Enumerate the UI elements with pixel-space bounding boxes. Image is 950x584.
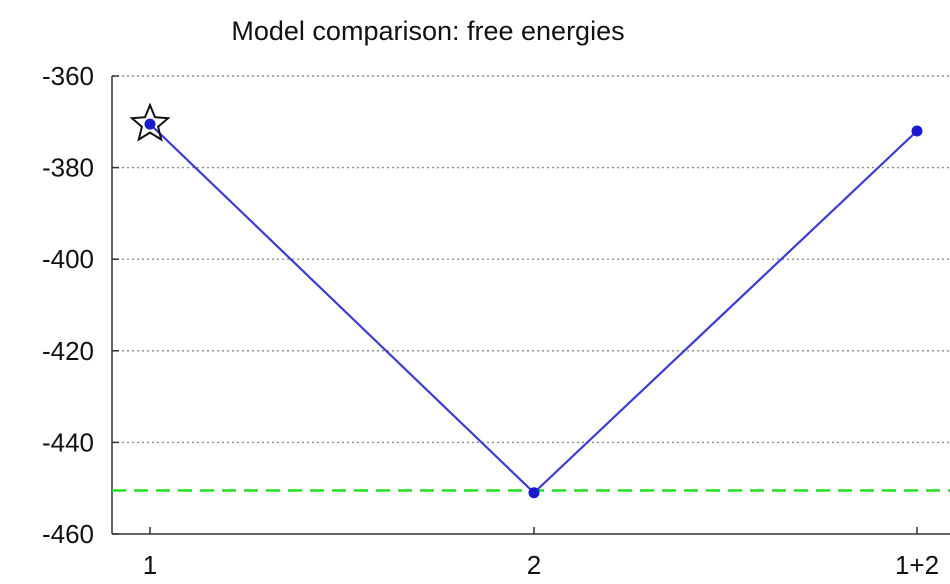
y-tick-label: -400	[42, 244, 94, 274]
y-tick-label: -360	[42, 61, 94, 91]
x-tick-labels: 1 2 1+2	[143, 550, 939, 580]
tick-marks	[112, 75, 918, 535]
data-point	[144, 118, 156, 130]
y-tick-labels: -360 -380 -400 -420 -440 -460	[42, 61, 94, 549]
y-tick-label: -460	[42, 519, 94, 549]
grid-lines	[112, 75, 950, 444]
x-tick-label: 1	[143, 550, 157, 580]
y-tick-label: -420	[42, 336, 94, 366]
y-tick-label: -380	[42, 153, 94, 183]
chart-title: Model comparison: free energies	[231, 16, 624, 46]
x-tick-label: 1+2	[895, 550, 939, 580]
x-tick-label: 2	[527, 550, 541, 580]
y-tick-label: -440	[42, 427, 94, 457]
data-point	[528, 487, 540, 499]
marker-layer	[129, 102, 171, 142]
data-point	[911, 125, 923, 137]
series-layer	[144, 118, 923, 499]
best-model-star-icon	[129, 102, 171, 142]
series-line	[149, 123, 918, 495]
